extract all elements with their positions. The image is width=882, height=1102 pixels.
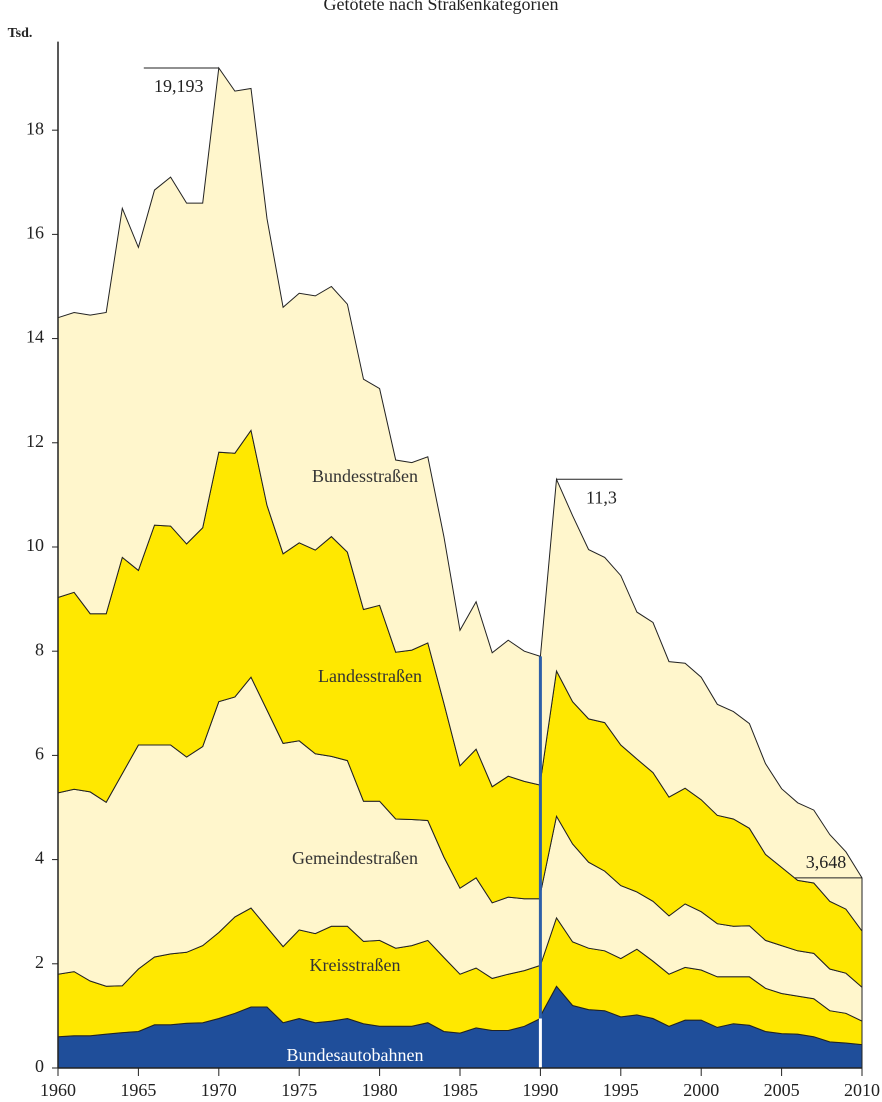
x-tick-label: 1970 (201, 1080, 237, 1100)
y-tick-label: 4 (35, 848, 44, 868)
annotation: 11,3 (586, 487, 617, 507)
y-tick-label: 16 (26, 223, 44, 243)
series-label: Kreisstraßen (310, 955, 401, 975)
y-tick-label: 6 (35, 744, 44, 764)
x-tick-label: 2010 (844, 1080, 880, 1100)
x-tick-label: 2005 (764, 1080, 800, 1100)
y-axis-label: Tsd. (8, 26, 33, 41)
y-tick-label: 10 (26, 535, 44, 555)
x-tick-label: 1975 (281, 1080, 317, 1100)
y-tick-label: 14 (26, 327, 44, 347)
series-label: Bundesautobahnen (287, 1045, 424, 1065)
x-tick-label: 1980 (362, 1080, 398, 1100)
series-label: Landesstraßen (318, 666, 422, 686)
y-tick-label: 18 (26, 118, 44, 138)
x-tick-label: 2000 (683, 1080, 719, 1100)
annotation: 3,648 (806, 852, 847, 872)
series-label: Bundesstraßen (312, 466, 418, 486)
y-tick-label: 2 (35, 952, 44, 972)
x-tick-label: 1965 (120, 1080, 156, 1100)
y-tick-label: 0 (35, 1056, 44, 1076)
y-tick-label: 12 (26, 431, 44, 451)
x-tick-label: 1960 (40, 1080, 76, 1100)
series-label: Gemeindestraßen (292, 848, 418, 868)
y-tick-label: 8 (35, 639, 44, 659)
x-tick-label: 1990 (522, 1080, 558, 1100)
annotation: 19,193 (154, 76, 204, 96)
x-tick-label: 1995 (603, 1080, 639, 1100)
x-tick-label: 1985 (442, 1080, 478, 1100)
chart-title: Getötete nach Straßenkategorien (324, 0, 559, 14)
